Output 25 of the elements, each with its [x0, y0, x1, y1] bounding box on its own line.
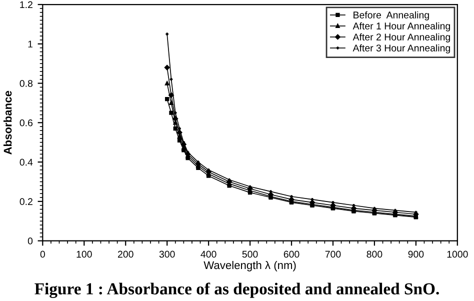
- x-tick-label: 600: [284, 250, 300, 258]
- x-tick-label: 900: [408, 250, 424, 258]
- y-tick-label: 0.8: [20, 80, 33, 87]
- y-tick-label: 0.2: [20, 198, 32, 206]
- x-tick-label: 700: [325, 250, 341, 258]
- y-tick-label: 1.2: [20, 1, 32, 8]
- x-tick-label: 800: [366, 250, 382, 258]
- y-tick-label: 0.4: [20, 158, 33, 166]
- y-axis-title: Absorbance: [4, 90, 12, 154]
- x-tick-label: 400: [200, 250, 216, 258]
- x-tick-label: 100: [76, 250, 92, 258]
- x-tick-label: 0: [40, 250, 45, 258]
- x-tick-label: 1000: [447, 250, 468, 258]
- legend-label: After 2 Hour Annealing: [352, 33, 450, 42]
- x-axis-title: Wavelength λ (nm): [204, 260, 296, 272]
- legend-label: Before Annealing: [354, 11, 429, 20]
- caption: Figure 1 : Absorbance of as deposited and annealed SnO.: [34, 282, 439, 298]
- legend-label: After 3 Hour Annealing: [352, 44, 450, 54]
- x-tick-label: 500: [242, 250, 258, 258]
- legend-label: After 1 Hour Annealing: [352, 22, 450, 32]
- y-tick-label: 0.6: [20, 119, 33, 126]
- y-tick-label: 0: [28, 238, 33, 244]
- x-tick-label: 200: [118, 250, 134, 258]
- x-tick-label: 300: [159, 250, 175, 258]
- y-tick-label: 1: [28, 40, 32, 48]
